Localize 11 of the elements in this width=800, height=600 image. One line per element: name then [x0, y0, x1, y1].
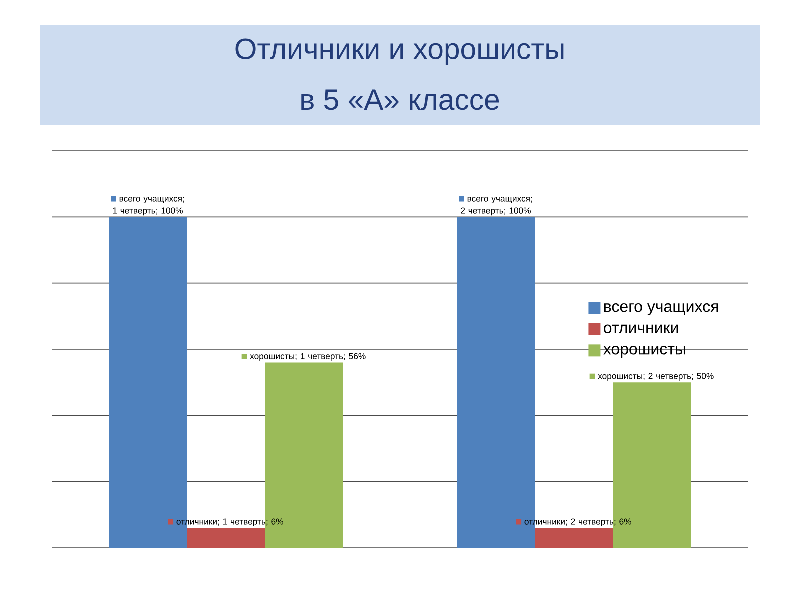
chart-title: Отличники и хорошисты — [236, 38, 564, 66]
data-label: всего учащихся; 2 четверть; 100% — [461, 197, 532, 216]
chart-subtitle: в 5 «А» классе — [302, 90, 500, 110]
legend-label: отличники — [604, 324, 678, 334]
bar — [535, 528, 613, 548]
legend-label: всего учащихся — [604, 303, 718, 316]
legend-label: хорошисты — [604, 346, 686, 358]
data-label: всего учащихся; 1 четверть; 100% — [113, 197, 184, 216]
bar — [187, 528, 265, 548]
data-label: хорошисты; 2 четверть; 50% — [598, 373, 714, 381]
data-label: хорошисты; 1 четверть; 56% — [250, 353, 366, 362]
